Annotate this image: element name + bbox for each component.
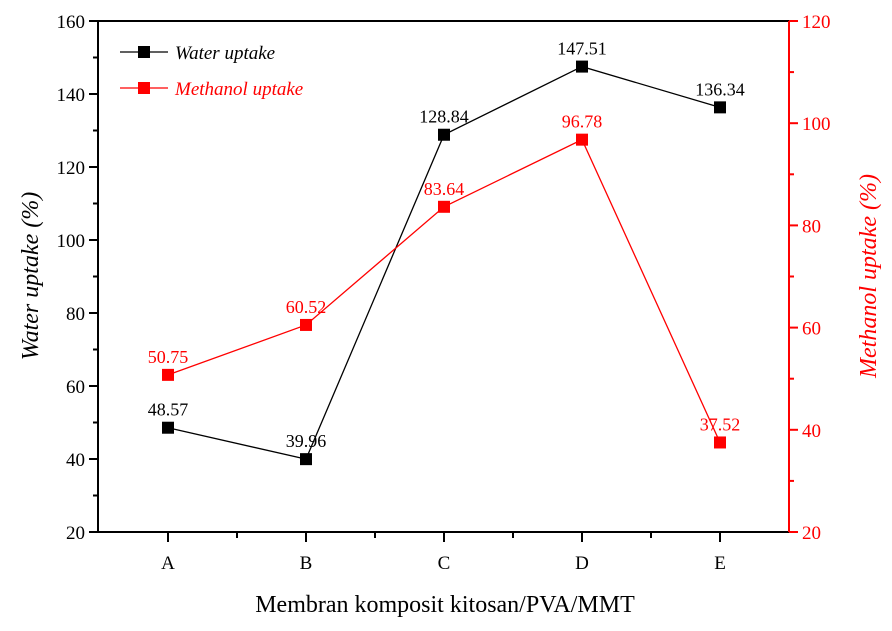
data-point-marker	[714, 436, 726, 449]
data-label: 48.57	[148, 400, 189, 420]
x-tick-label: D	[575, 553, 589, 574]
data-point-marker	[162, 421, 174, 434]
x-axis-title: Membran komposit kitosan/PVA/MMT	[255, 592, 635, 618]
y-axis-title: Water uptake (%)	[18, 192, 44, 360]
data-label: 60.52	[286, 297, 327, 317]
data-label: 147.51	[557, 39, 607, 59]
legend: Water uptake Methanol uptake	[120, 43, 303, 100]
y-tick-label: 40	[66, 450, 85, 471]
data-label: 83.64	[424, 179, 465, 199]
legend-item: Methanol uptake	[120, 79, 303, 100]
y2-tick-label: 120	[802, 12, 831, 33]
y-tick-label: 20	[66, 523, 85, 544]
axes: 20 40 60 80 100 120 140 160 20 40 60 80 100 120 A B C D E	[57, 12, 831, 574]
series-layer: 48.57 39.96 128.84 147.51 136.34 50.75 60.52 83…	[148, 39, 745, 466]
legend-label: Methanol uptake	[174, 79, 303, 100]
series-methanol-uptake: 50.75 60.52 83.64 96.78 37.52	[148, 112, 741, 449]
data-point-marker	[714, 101, 726, 114]
y2-axis-title: Methanol uptake (%)	[856, 174, 882, 379]
y2-tick-label: 20	[802, 523, 821, 544]
y-tick-label: 140	[57, 85, 86, 106]
data-label: 50.75	[148, 347, 189, 367]
x-tick-label: A	[161, 553, 175, 574]
legend-marker-square-icon	[138, 82, 150, 94]
y-tick-label: 60	[66, 377, 85, 398]
data-label: 136.34	[695, 79, 745, 99]
x-tick-label: C	[438, 553, 451, 574]
y2-tick-label: 100	[802, 114, 831, 135]
y-tick-label: 80	[66, 304, 85, 325]
legend-marker-square-icon	[138, 46, 150, 58]
data-label: 96.78	[562, 112, 603, 132]
legend-label: Water uptake	[175, 43, 275, 64]
series-water-uptake: 48.57 39.96 128.84 147.51 136.34	[148, 39, 745, 466]
y2-tick-label: 80	[802, 216, 821, 237]
data-point-marker	[438, 128, 450, 141]
y-tick-label: 100	[57, 231, 86, 252]
data-point-marker	[438, 200, 450, 213]
data-point-marker	[576, 133, 588, 146]
data-label: 37.52	[700, 414, 741, 434]
y2-tick-label: 60	[802, 319, 821, 340]
data-point-marker	[162, 368, 174, 381]
y-tick-label: 120	[57, 158, 86, 179]
data-point-marker	[300, 318, 312, 331]
x-tick-label: E	[714, 553, 726, 574]
data-label: 128.84	[419, 107, 469, 127]
y-tick-label: 160	[57, 12, 86, 33]
y2-tick-label: 40	[802, 421, 821, 442]
data-label: 39.96	[286, 431, 327, 451]
data-point-marker	[576, 60, 588, 73]
data-point-marker	[300, 453, 312, 466]
legend-item: Water uptake	[120, 43, 275, 64]
x-tick-label: B	[300, 553, 313, 574]
